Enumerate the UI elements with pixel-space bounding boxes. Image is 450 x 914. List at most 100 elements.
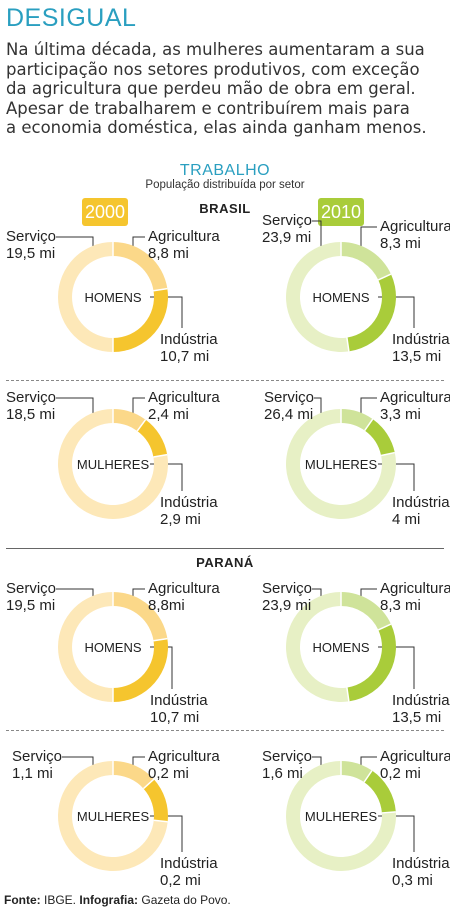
label-agricultura: Agricultura 8,3 mi bbox=[380, 580, 450, 614]
year-badge-2000: 2000 bbox=[82, 198, 128, 226]
category-label: Indústria bbox=[392, 331, 450, 348]
value-label: 13,5 mi bbox=[392, 348, 442, 365]
label-industria: Indústria 13,5 mi bbox=[392, 331, 450, 365]
slice-industria bbox=[346, 624, 396, 702]
slice-agricultura bbox=[341, 242, 391, 280]
slice-industria bbox=[346, 274, 396, 352]
category-label: Indústria bbox=[160, 494, 218, 511]
credit-label: Infografia: bbox=[79, 893, 139, 907]
slice-industria bbox=[364, 419, 395, 456]
donut-center-label: MULHERES bbox=[77, 809, 150, 824]
intro-text: Na última década, as mulheres aumentaram… bbox=[6, 40, 446, 138]
category-label: Serviço bbox=[262, 212, 313, 229]
slice-separator bbox=[153, 637, 168, 642]
label-agricultura: Agricultura 3,3 mi bbox=[380, 389, 450, 423]
value-label: 13,5 mi bbox=[392, 709, 442, 726]
category-label: Indústria bbox=[160, 855, 218, 872]
label-agricultura: Agricultura 8,3 mi bbox=[380, 218, 450, 252]
slice-separator bbox=[153, 287, 168, 292]
value-label: 10,7 mi bbox=[150, 709, 200, 726]
category-label: Agricultura bbox=[380, 389, 450, 406]
category-label: Serviço bbox=[6, 389, 57, 406]
category-label: Agricultura bbox=[148, 748, 220, 765]
slice-servico bbox=[286, 592, 349, 702]
label-agricultura: Agricultura 0,2 mi bbox=[148, 748, 220, 782]
slice-industria bbox=[364, 770, 396, 813]
slice-separator bbox=[377, 273, 392, 281]
category-label: Indústria bbox=[392, 855, 450, 872]
donut-chart-homens-2010: HOMENS bbox=[286, 242, 396, 352]
category-label: Serviço bbox=[262, 748, 313, 765]
value-label: 1,6 mi bbox=[262, 765, 303, 782]
label-agricultura: Agricultura 8,8 mi bbox=[148, 228, 220, 262]
slice-agricultura bbox=[113, 592, 168, 641]
region-label-parana: PARANÁ bbox=[196, 555, 254, 570]
donut-chart-mulheres-2010: MULHERES bbox=[286, 409, 396, 519]
value-label: 23,9 mi bbox=[262, 229, 312, 246]
label-agricultura: Agricultura 2,4 mi bbox=[148, 389, 220, 423]
label-servico: Serviço 23,9 mi bbox=[262, 580, 312, 614]
slice-agricultura bbox=[341, 761, 372, 783]
donut-center-label: HOMENS bbox=[312, 640, 369, 655]
slice-agricultura bbox=[113, 242, 168, 291]
category-label: Indústria bbox=[392, 692, 450, 709]
slice-industria bbox=[143, 779, 168, 822]
divider bbox=[6, 730, 444, 731]
label-industria: Indústria 10,7 mi bbox=[160, 331, 218, 365]
value-label: 23,9 mi bbox=[262, 597, 312, 614]
section-subtitle: População distribuída por setor bbox=[145, 179, 305, 191]
slice-separator bbox=[377, 623, 392, 631]
category-label: Indústria bbox=[392, 494, 450, 511]
value-label: 8,8mi bbox=[148, 597, 185, 614]
page-title: DESIGUAL bbox=[6, 4, 137, 32]
label-servico: Serviço 23,9 mi bbox=[262, 212, 312, 246]
label-industria: Indústria 10,7 mi bbox=[150, 692, 208, 726]
label-industria: Indústria 13,5 mi bbox=[392, 692, 450, 726]
label-servico: Serviço 19,5 mi bbox=[6, 580, 56, 614]
divider bbox=[6, 380, 444, 381]
source-value: IBGE. bbox=[44, 893, 77, 907]
donut-chart-mulheres-2000: MULHERES bbox=[58, 761, 168, 871]
donut-center-label: MULHERES bbox=[77, 457, 150, 472]
label-agricultura: Agricultura 0,2 mi bbox=[380, 748, 450, 782]
intro-line: participação nos setores produtivos, com… bbox=[6, 59, 420, 79]
slice-separator bbox=[142, 778, 155, 790]
value-label: 19,5 mi bbox=[6, 597, 56, 614]
slice-agricultura bbox=[113, 409, 146, 431]
category-label: Indústria bbox=[150, 692, 208, 709]
value-label: 8,3 mi bbox=[380, 597, 421, 614]
slice-separator bbox=[364, 418, 374, 431]
slice-agricultura bbox=[341, 409, 373, 431]
value-label: 10,7 mi bbox=[160, 348, 210, 365]
slice-separator bbox=[136, 419, 147, 432]
value-label: 0,2 mi bbox=[160, 872, 201, 889]
category-label: Agricultura bbox=[148, 580, 220, 597]
value-label: 2,4 mi bbox=[148, 406, 189, 423]
value-label: 18,5 mi bbox=[6, 406, 56, 423]
divider bbox=[6, 548, 444, 549]
category-label: Serviço bbox=[264, 389, 315, 406]
region-label-brasil: BRASIL bbox=[199, 201, 251, 216]
slice-servico bbox=[286, 242, 349, 352]
slice-separator bbox=[346, 687, 350, 702]
donut-center-label: HOMENS bbox=[312, 290, 369, 305]
category-label: Agricultura bbox=[148, 389, 220, 406]
value-label: 0,2 mi bbox=[380, 765, 421, 782]
value-label: 19,5 mi bbox=[6, 245, 56, 262]
intro-line: da agricultura que perdeu mão de obra em… bbox=[6, 79, 416, 98]
label-industria: Indústria 4 mi bbox=[392, 494, 450, 528]
category-label: Agricultura bbox=[380, 580, 450, 597]
category-label: Serviço bbox=[6, 228, 57, 245]
value-label: 1,1 mi bbox=[12, 765, 53, 782]
slice-separator bbox=[363, 770, 373, 783]
category-label: Serviço bbox=[6, 580, 57, 597]
slice-separator bbox=[153, 819, 168, 823]
label-servico: Serviço 19,5 mi bbox=[6, 228, 56, 262]
value-label: 8,3 mi bbox=[380, 235, 421, 252]
donut-center-label: HOMENS bbox=[84, 640, 141, 655]
slice-industria bbox=[113, 288, 168, 352]
slice-agricultura bbox=[113, 761, 154, 789]
credit-value: Gazeta do Povo. bbox=[141, 893, 231, 907]
value-label: 2,9 mi bbox=[160, 511, 201, 528]
label-industria: Indústria 0,3 mi bbox=[392, 855, 450, 889]
